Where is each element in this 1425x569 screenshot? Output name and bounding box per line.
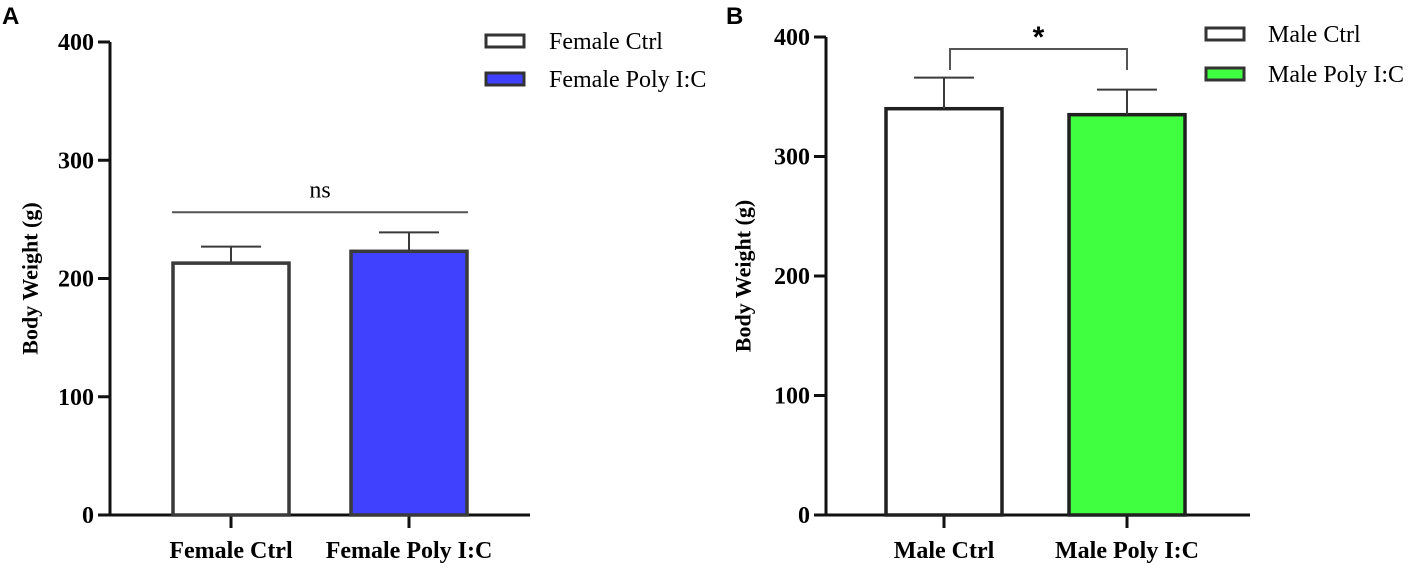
legend-label-female-polyic: Female Poly I:C <box>549 67 706 93</box>
y-axis-a: 0 100 200 300 400 <box>58 30 112 529</box>
panel-b: B 0 100 200 300 400 Male Ctrl Male Poly I:C B… <box>726 3 1404 564</box>
bars-b <box>884 106 1187 517</box>
x-ticks-b: Male Ctrl Male Poly I:C <box>894 515 1199 564</box>
y-axis-label-b: Body Weight (g) <box>731 200 756 352</box>
x-tick-label-male-ctrl: Male Ctrl <box>894 538 995 564</box>
x-axis-a: Female Ctrl Female Poly I:C <box>108 513 530 564</box>
legend-swatch-male-ctrl <box>1204 26 1246 42</box>
y-tick-label-b-300: 300 <box>774 145 810 171</box>
error-bars-b <box>914 76 1157 115</box>
bar-female-ctrl <box>171 261 291 517</box>
y-tick-label-a-200: 200 <box>58 267 94 293</box>
panel-label-a: A <box>2 3 19 30</box>
x-axis-b: Male Ctrl Male Poly I:C <box>824 513 1250 564</box>
legend-swatch-female-polyic <box>484 71 526 87</box>
legend-a: Female Ctrl Female Poly I:C <box>484 29 706 93</box>
legend-b: Male Ctrl Male Poly I:C <box>1204 22 1404 88</box>
significance-label-b: * <box>1033 21 1045 54</box>
y-axis-b: 0 100 200 300 400 <box>774 25 828 529</box>
y-tick-label-b-400: 400 <box>774 25 810 51</box>
y-tick-label-b-100: 100 <box>774 384 810 410</box>
y-tick-label-a-0: 0 <box>82 503 94 529</box>
bar-male-poly-i-c <box>1067 112 1187 517</box>
y-tick-label-b-0: 0 <box>798 503 810 529</box>
y-tick-label-b-200: 200 <box>774 264 810 290</box>
panel-a: A 0 100 200 300 400 Female Ctrl Female Poly I… <box>2 3 706 564</box>
legend-label-female-ctrl: Female Ctrl <box>549 29 663 55</box>
bars-a <box>171 249 469 517</box>
x-tick-label-female-poly-i-c: Female Poly I:C <box>326 538 493 564</box>
legend-swatch-female-ctrl <box>484 33 526 49</box>
bar-female-poly-i-c <box>349 249 469 517</box>
bar-male-ctrl <box>884 106 1004 517</box>
y-tick-label-a-100: 100 <box>58 385 94 411</box>
y-ticks-b: 0 100 200 300 400 <box>774 25 826 529</box>
panel-label-b: B <box>726 3 743 30</box>
legend-swatch-male-polyic <box>1204 66 1246 82</box>
legend-label-male-polyic: Male Poly I:C <box>1268 62 1404 88</box>
error-bars-a <box>201 231 439 264</box>
x-tick-label-male-poly-i-c: Male Poly I:C <box>1055 538 1199 564</box>
x-ticks-a: Female Ctrl Female Poly I:C <box>169 515 492 564</box>
y-axis-label-a: Body Weight (g) <box>18 202 43 354</box>
significance-a: ns <box>172 177 468 214</box>
y-ticks-a: 0 100 200 300 400 <box>58 30 110 529</box>
significance-label-a: ns <box>309 177 330 203</box>
significance-b: * <box>949 21 1128 70</box>
y-tick-label-a-400: 400 <box>58 30 94 56</box>
significance-bracket-b <box>949 47 1128 70</box>
y-tick-label-a-300: 300 <box>58 148 94 174</box>
legend-label-male-ctrl: Male Ctrl <box>1268 22 1361 48</box>
x-tick-label-female-ctrl: Female Ctrl <box>169 538 293 564</box>
